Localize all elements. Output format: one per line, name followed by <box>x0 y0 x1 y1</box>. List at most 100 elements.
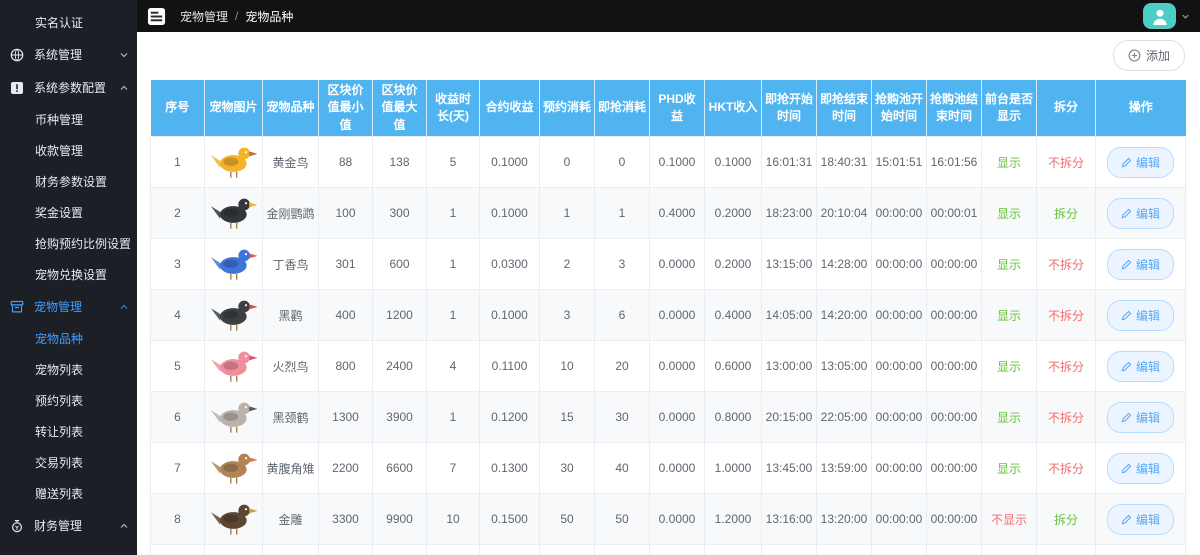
column-header: 操作 <box>1095 80 1186 137</box>
cell-seq: 4 <box>150 289 205 342</box>
cell-grab: 6 <box>594 289 650 342</box>
edit-button[interactable]: 编辑 <box>1106 452 1174 484</box>
sidebar-item-label: 抢购预约比例设置 <box>35 236 132 251</box>
cell-reserve: 0 <box>539 136 595 189</box>
cell-grab_start: 20:15:00 <box>761 391 817 444</box>
cell-action: 编辑 <box>1095 289 1186 342</box>
bird-illustration <box>208 549 262 555</box>
cell-contract: 0.1500 <box>479 544 540 555</box>
avatar[interactable] <box>1143 3 1176 29</box>
edit-button[interactable]: 编辑 <box>1106 146 1174 178</box>
sidebar-item-label: 宠物列表 <box>35 362 84 377</box>
column-header: 收益时长(天) <box>426 80 480 137</box>
sidebar-item[interactable]: 赠送列表 <box>0 478 137 509</box>
menu-icon[interactable] <box>147 7 166 26</box>
sidebar-item[interactable]: 宠物品种 <box>0 323 137 354</box>
cell-seq: 2 <box>150 187 205 240</box>
cell-pool_start: 00:00:00 <box>871 238 927 291</box>
sidebar-item[interactable]: 宠物管理 <box>0 290 137 323</box>
edit-icon <box>1121 361 1132 372</box>
sidebar-item[interactable]: 系统管理 <box>0 38 137 71</box>
bird-illustration <box>210 504 258 535</box>
cell-max: 9900 <box>372 493 427 546</box>
cell-hkt: 0.8000 <box>704 391 762 444</box>
cell-pool_start: 19:15:56 <box>871 544 927 555</box>
finance-icon <box>10 519 25 533</box>
cell-action: 编辑 <box>1095 493 1186 546</box>
cell-reserve: 50 <box>539 493 595 546</box>
cell-grab_start: 13:00:00 <box>761 340 817 393</box>
content-area: 添加 序号 宠物图片 宠物品种 区块价值最小值 区块价值最大值 收益时长(天) 合约收益 预约… <box>137 32 1200 555</box>
cell-grab_start: 13:45:00 <box>761 442 817 495</box>
bird-illustration <box>210 351 258 382</box>
cell-pool_end: 16:01:56 <box>926 136 982 189</box>
sidebar-item[interactable]: 收款管理 <box>0 135 137 166</box>
cell-contract: 0.1500 <box>479 493 540 546</box>
column-header: 即抢结束时间 <box>816 80 872 137</box>
column-header: 抢购池结束时间 <box>926 80 982 137</box>
column-header: HKT收入 <box>704 80 762 137</box>
cell-action: 编辑 <box>1095 187 1186 240</box>
column-header: 宠物品种 <box>262 80 319 137</box>
cell-grab_end: 14:28:00 <box>816 238 872 291</box>
pet-image <box>208 549 262 555</box>
cell-min: 100 <box>318 187 373 240</box>
edit-button-label: 编辑 <box>1135 257 1160 272</box>
sidebar-item-label: 收款管理 <box>35 143 84 158</box>
cell-phd: 0.4000 <box>649 187 705 240</box>
sidebar-item[interactable]: 抢购预约比例设置 <box>0 228 137 259</box>
add-button[interactable]: 添加 <box>1112 40 1185 71</box>
edit-button[interactable]: 编辑 <box>1106 401 1174 433</box>
sidebar-item[interactable]: 转让列表 <box>0 416 137 447</box>
pet-image-cell <box>204 289 263 342</box>
cell-visible: 显示 <box>981 340 1037 393</box>
chevron-down-icon[interactable] <box>1181 12 1190 21</box>
sidebar-item[interactable]: 财务参数设置 <box>0 166 137 197</box>
cell-reserve: 15 <box>539 544 595 555</box>
cell-min: 2200 <box>318 442 373 495</box>
edit-button[interactable]: 编辑 <box>1106 197 1174 229</box>
cell-max: 1200 <box>372 289 427 342</box>
cell-action: 编辑 <box>1095 136 1186 189</box>
edit-icon <box>1121 463 1132 474</box>
sidebar-item[interactable]: 奖金设置 <box>0 197 137 228</box>
pet-image <box>208 192 262 232</box>
cell-grab_end: 13:05:00 <box>816 340 872 393</box>
cell-grab_end: 18:40:31 <box>816 136 872 189</box>
cell-phd: 0.0000 <box>649 289 705 342</box>
edit-button[interactable]: 编辑 <box>1106 248 1174 280</box>
cell-phd: 0.0000 <box>649 391 705 444</box>
cell-max: 300 <box>372 187 427 240</box>
edit-button[interactable]: 编辑 <box>1106 503 1174 535</box>
edit-button[interactable]: 编辑 <box>1106 350 1174 382</box>
sidebar-item[interactable]: 预约列表 <box>0 385 137 416</box>
bird-illustration <box>210 453 258 484</box>
chevron-down-icon <box>119 50 129 60</box>
sidebar-item-label: 预约列表 <box>35 393 84 408</box>
chevron-up-icon <box>119 521 129 531</box>
sidebar-item[interactable]: 实名认证 <box>0 7 137 38</box>
sidebar-item[interactable]: 币种管理 <box>0 104 137 135</box>
cell-name: 黄腹角雉 <box>262 442 319 495</box>
breadcrumb-section[interactable]: 宠物管理 <box>180 9 229 24</box>
cell-grab_end: 14:20:00 <box>816 289 872 342</box>
cell-action: 编辑 <box>1095 442 1186 495</box>
cell-grab: 30 <box>594 391 650 444</box>
cell-max: 6600 <box>372 442 427 495</box>
sidebar-item[interactable]: 宠物兑换设置 <box>0 259 137 290</box>
column-header: 前台是否显示 <box>981 80 1037 137</box>
cell-split: 拆分 <box>1036 544 1096 555</box>
sidebar-item[interactable]: 宠物列表 <box>0 354 137 385</box>
cell-phd: 0.0000 <box>649 442 705 495</box>
bird-illustration <box>210 147 258 178</box>
cell-action: 编辑 <box>1095 391 1186 444</box>
column-header: 即抢消耗 <box>594 80 650 137</box>
pet-image <box>208 447 262 487</box>
column-header: 拆分 <box>1036 80 1096 137</box>
sidebar-item[interactable]: 财务管理 <box>0 509 137 542</box>
sidebar-item[interactable]: 交易列表 <box>0 447 137 478</box>
sidebar-item[interactable]: 系统参数配置 <box>0 71 137 104</box>
table-row: 7 黄腹角雉 2200 6600 7 0.1300 30 40 0.0000 1.0000 13:4… <box>150 442 1186 495</box>
edit-button[interactable]: 编辑 <box>1106 299 1174 331</box>
table-row: 8 金雕 3300 9900 10 0.1500 50 50 0.0000 1.2000 13:16… <box>150 493 1186 546</box>
